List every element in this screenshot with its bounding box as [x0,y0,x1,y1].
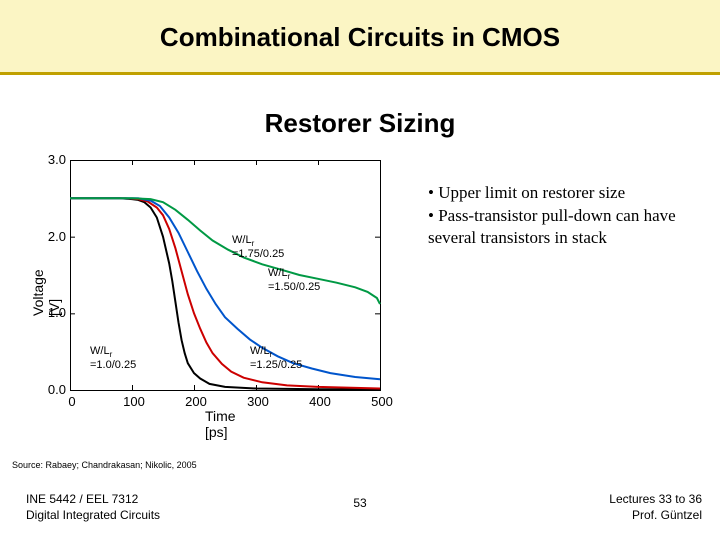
slide-subtitle: Restorer Sizing [0,108,720,139]
x-tick-label: 300 [242,394,274,409]
curve-label: W/Lr =1.75/0.25 [232,234,284,260]
x-axis-label: Time [ps] [205,408,236,440]
x-tick-label: 500 [366,394,398,409]
slide-title: Combinational Circuits in CMOS [0,22,720,53]
bullet-item: • Upper limit on restorer size [428,182,688,203]
footer-left: INE 5442 / EEL 7312 Digital Integrated C… [26,492,160,523]
footer-course-name: Digital Integrated Circuits [26,508,160,522]
y-tick-label: 3.0 [36,152,66,167]
x-tick-label: 200 [180,394,212,409]
x-tick-label: 400 [304,394,336,409]
y-tick-label: 0.0 [36,382,66,397]
footer-right: Lectures 33 to 36 Prof. Güntzel [542,492,702,523]
bullet-list: • Upper limit on restorer size• Pass-tra… [428,182,688,250]
y-axis-label: Voltage [V] [30,270,62,317]
bullet-item: • Pass-transistor pull-down can have sev… [428,205,688,248]
footer-lectures: Lectures 33 to 36 [609,492,702,506]
slide: Combinational Circuits in CMOS Restorer … [0,0,720,540]
source-citation: Source: Rabaey; Chandrakasan; Nikolic, 2… [12,460,197,470]
y-tick-label: 2.0 [36,229,66,244]
curve-label: W/Lr =1.0/0.25 [90,345,136,371]
footer-course-code: INE 5442 / EEL 7312 [26,492,138,506]
x-tick-label: 100 [118,394,150,409]
footer-page-number: 53 [330,496,390,510]
curve-label: W/Lr =1.25/0.25 [250,345,302,371]
footer-professor: Prof. Güntzel [632,508,702,522]
curve-label: W/Lr =1.50/0.25 [268,267,320,293]
